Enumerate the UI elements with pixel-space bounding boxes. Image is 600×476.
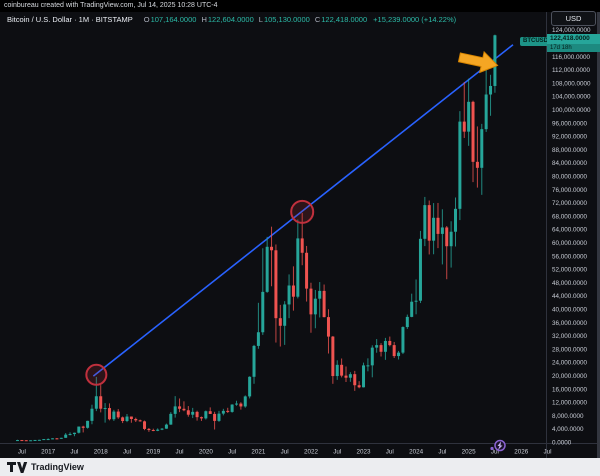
chart-plot-area[interactable]: [0, 12, 600, 458]
symbol-title[interactable]: Bitcoin / U.S. Dollar · 1M · BITSTAMP: [7, 15, 133, 24]
change-value: +15,239.0000 (+14.22%): [373, 15, 457, 24]
low-label: L: [258, 15, 263, 24]
snapshot-meta-bar: coinbureau created with TradingView.com,…: [0, 0, 600, 12]
price-axis[interactable]: [547, 28, 600, 443]
open-label: O: [143, 15, 150, 24]
symbol-price-tag: BTCUSD: [520, 37, 551, 46]
close-value: 122,418.0000: [321, 15, 368, 24]
currency-toggle-button[interactable]: USD: [551, 11, 596, 26]
high-value: 122,604.0000: [207, 15, 254, 24]
last-price-label: 122,418.0000 17d 18h: [547, 34, 600, 52]
last-price-value: 122,418.0000: [547, 34, 600, 44]
close-label: C: [314, 15, 321, 24]
high-label: H: [201, 15, 207, 24]
footer-bar: TradingView: [0, 458, 600, 476]
low-value: 105,130.0000: [263, 15, 310, 24]
symbol-legend: Bitcoin / U.S. Dollar · 1M · BITSTAMP O …: [7, 15, 456, 24]
tradingview-wordmark[interactable]: TradingView: [31, 462, 84, 472]
bar-countdown: 17d 18h: [547, 44, 600, 52]
open-value: 107,164.0000: [150, 15, 197, 24]
tradingview-logo-icon[interactable]: [7, 461, 28, 473]
time-axis[interactable]: [0, 444, 545, 457]
